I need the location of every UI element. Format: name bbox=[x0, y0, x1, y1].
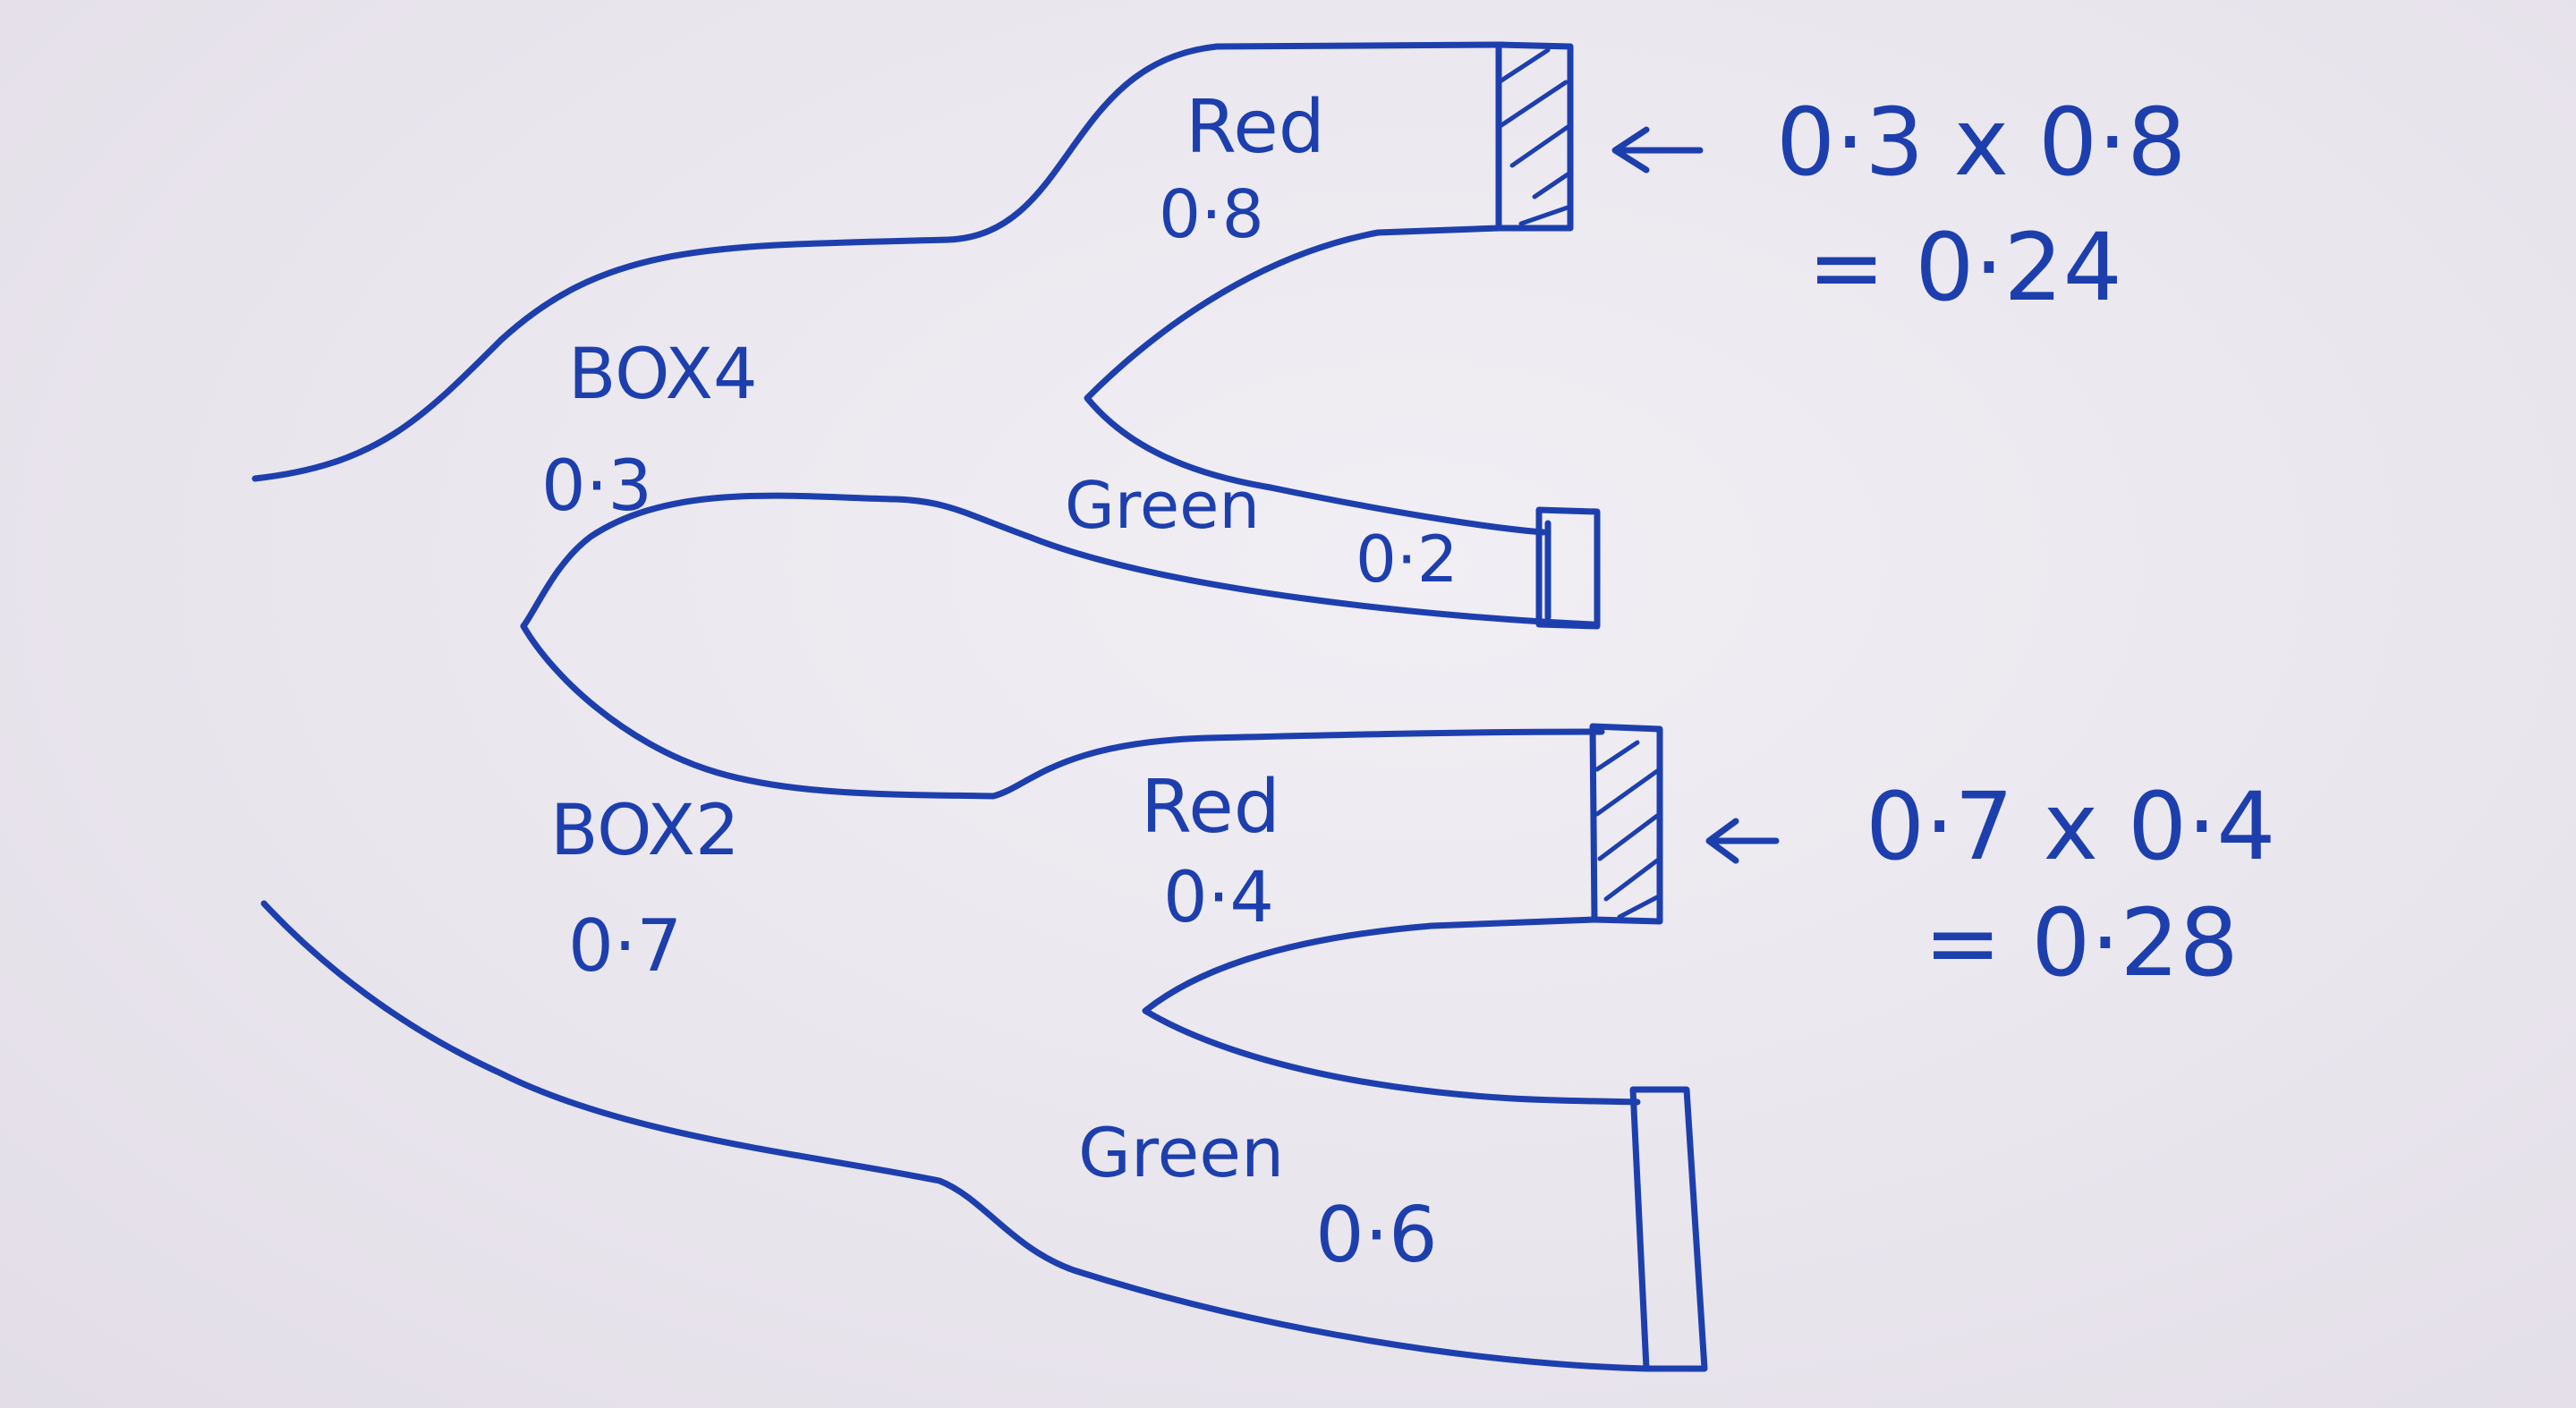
box4-branch-outline bbox=[251, 41, 1507, 482]
box2-branch-outline bbox=[260, 900, 1650, 1372]
box2-inner-fork bbox=[1142, 916, 1641, 1106]
box2-label: BOX2 bbox=[550, 791, 740, 871]
box4-green-end bbox=[1535, 506, 1601, 630]
box4-inner-fork bbox=[1084, 225, 1547, 536]
arrow-2-icon bbox=[1705, 818, 1780, 864]
calc-1-expression: 0·3 x 0·8 bbox=[1776, 88, 2186, 197]
calc-1-result: = 0·24 bbox=[1807, 213, 2122, 322]
calc-2-expression: 0·7 x 0·4 bbox=[1866, 772, 2275, 881]
box2-red-label: Red bbox=[1141, 765, 1280, 850]
box2-green-end bbox=[1629, 1086, 1708, 1372]
box4-label: BOX4 bbox=[568, 335, 758, 415]
middle-fork-lower bbox=[520, 623, 1605, 800]
box4-red-end bbox=[1495, 41, 1574, 232]
box4-green-prob: 0·2 bbox=[1356, 522, 1458, 597]
box2-red-prob: 0·4 bbox=[1163, 858, 1274, 938]
box4-prob: 0·3 bbox=[541, 446, 652, 527]
box2-green-prob: 0·6 bbox=[1315, 1191, 1438, 1280]
box4-green-label: Green bbox=[1065, 468, 1260, 543]
box2-red-end bbox=[1589, 723, 1663, 925]
box2-prob: 0·7 bbox=[568, 904, 682, 988]
box2-green-label: Green bbox=[1078, 1113, 1284, 1192]
middle-fork-upper bbox=[520, 492, 1596, 630]
box4-red-label: Red bbox=[1186, 85, 1325, 170]
arrow-1-icon bbox=[1611, 126, 1704, 174]
calc-2-result: = 0·28 bbox=[1924, 888, 2239, 997]
box4-red-prob: 0·8 bbox=[1159, 176, 1264, 253]
